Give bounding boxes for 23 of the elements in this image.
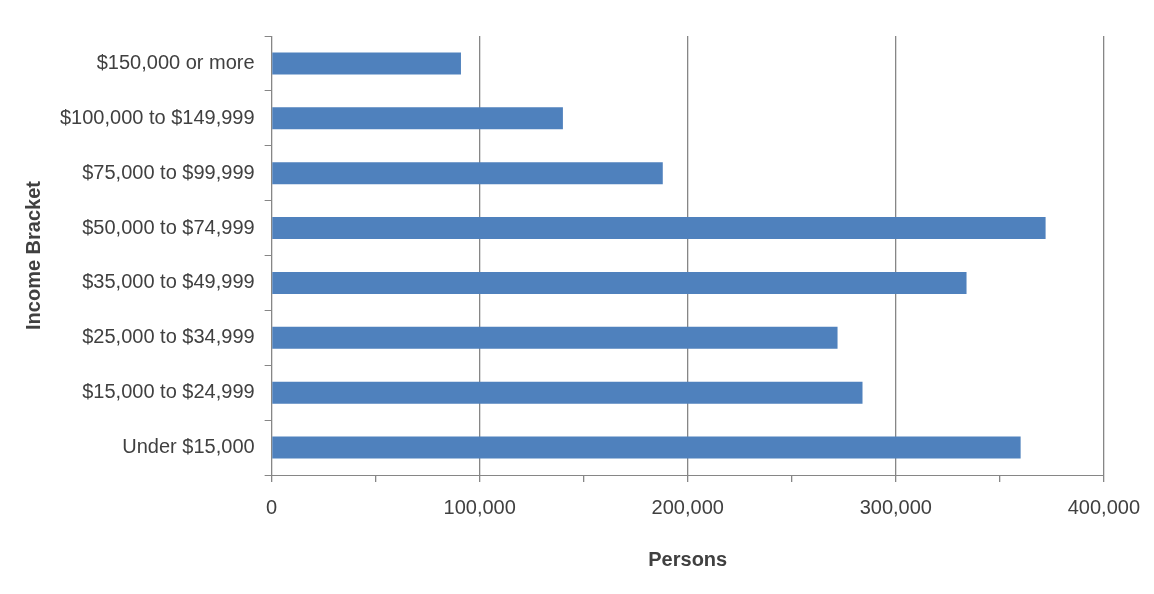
bar bbox=[272, 107, 563, 130]
y-tick-label: $75,000 to $99,999 bbox=[82, 160, 255, 183]
bar bbox=[272, 162, 663, 185]
y-tick-label: $100,000 to $149,999 bbox=[59, 105, 255, 128]
bar bbox=[272, 326, 838, 349]
bar bbox=[272, 217, 1046, 240]
y-tick-label: $35,000 to $49,999 bbox=[82, 270, 255, 293]
y-tick-label: $150,000 or more bbox=[96, 50, 255, 73]
x-tick-label: 100,000 bbox=[443, 495, 516, 518]
y-tick-label: $50,000 to $74,999 bbox=[82, 215, 255, 238]
y-tick-label: Under $15,000 bbox=[122, 435, 255, 458]
bar bbox=[272, 381, 863, 404]
y-axis-title: Income Bracket bbox=[21, 180, 44, 330]
x-tick-label: 400,000 bbox=[1067, 495, 1140, 518]
y-tick-label: $15,000 to $24,999 bbox=[82, 380, 255, 403]
x-axis-title: Persons bbox=[648, 547, 728, 570]
x-tick-label: 0 bbox=[266, 495, 278, 518]
y-tick-label: $25,000 to $34,999 bbox=[82, 325, 255, 348]
bar bbox=[272, 436, 1021, 459]
x-tick-label: 300,000 bbox=[859, 495, 932, 518]
bar bbox=[272, 271, 967, 294]
x-tick-label: 200,000 bbox=[651, 495, 724, 518]
bar bbox=[272, 52, 461, 75]
